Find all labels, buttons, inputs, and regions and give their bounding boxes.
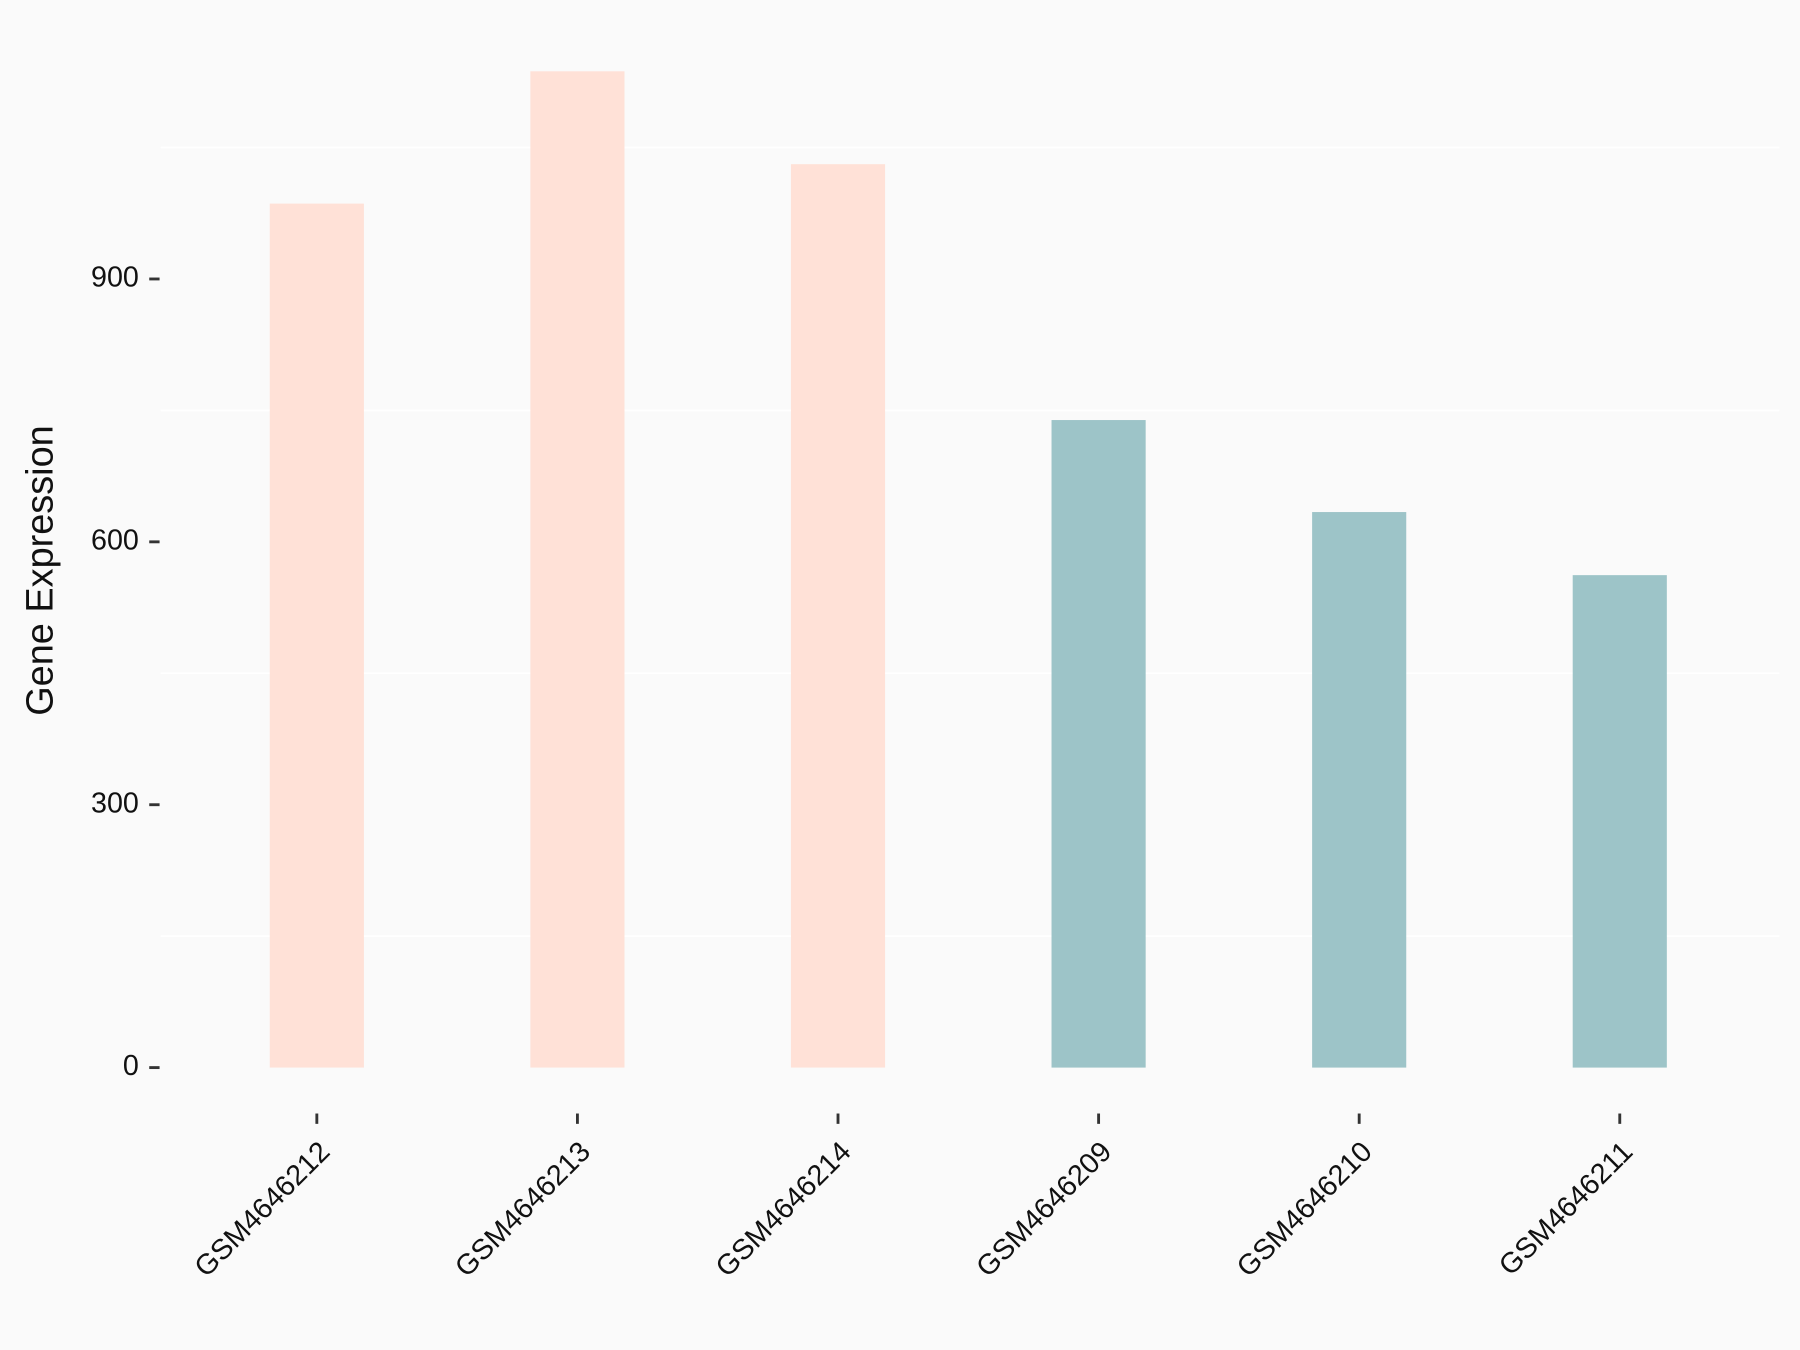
bar [1051, 420, 1146, 1068]
y-axis-title: Gene Expression [19, 425, 61, 716]
y-tick-label: 900 [91, 262, 139, 294]
bar [530, 71, 625, 1068]
y-tick-label: 0 [123, 1050, 139, 1082]
bar [269, 203, 364, 1068]
y-tick-label: 600 [91, 524, 139, 556]
bar [1572, 575, 1667, 1068]
bar [790, 164, 886, 1068]
bar [1312, 512, 1407, 1068]
y-tick-label: 300 [91, 787, 139, 819]
